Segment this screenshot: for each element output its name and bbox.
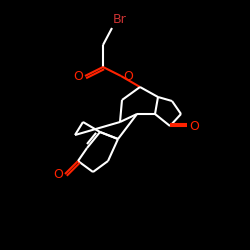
Text: O: O (189, 120, 199, 132)
Text: O: O (53, 168, 63, 180)
Text: Br: Br (113, 13, 127, 26)
Text: O: O (73, 70, 83, 82)
Text: O: O (123, 70, 133, 82)
